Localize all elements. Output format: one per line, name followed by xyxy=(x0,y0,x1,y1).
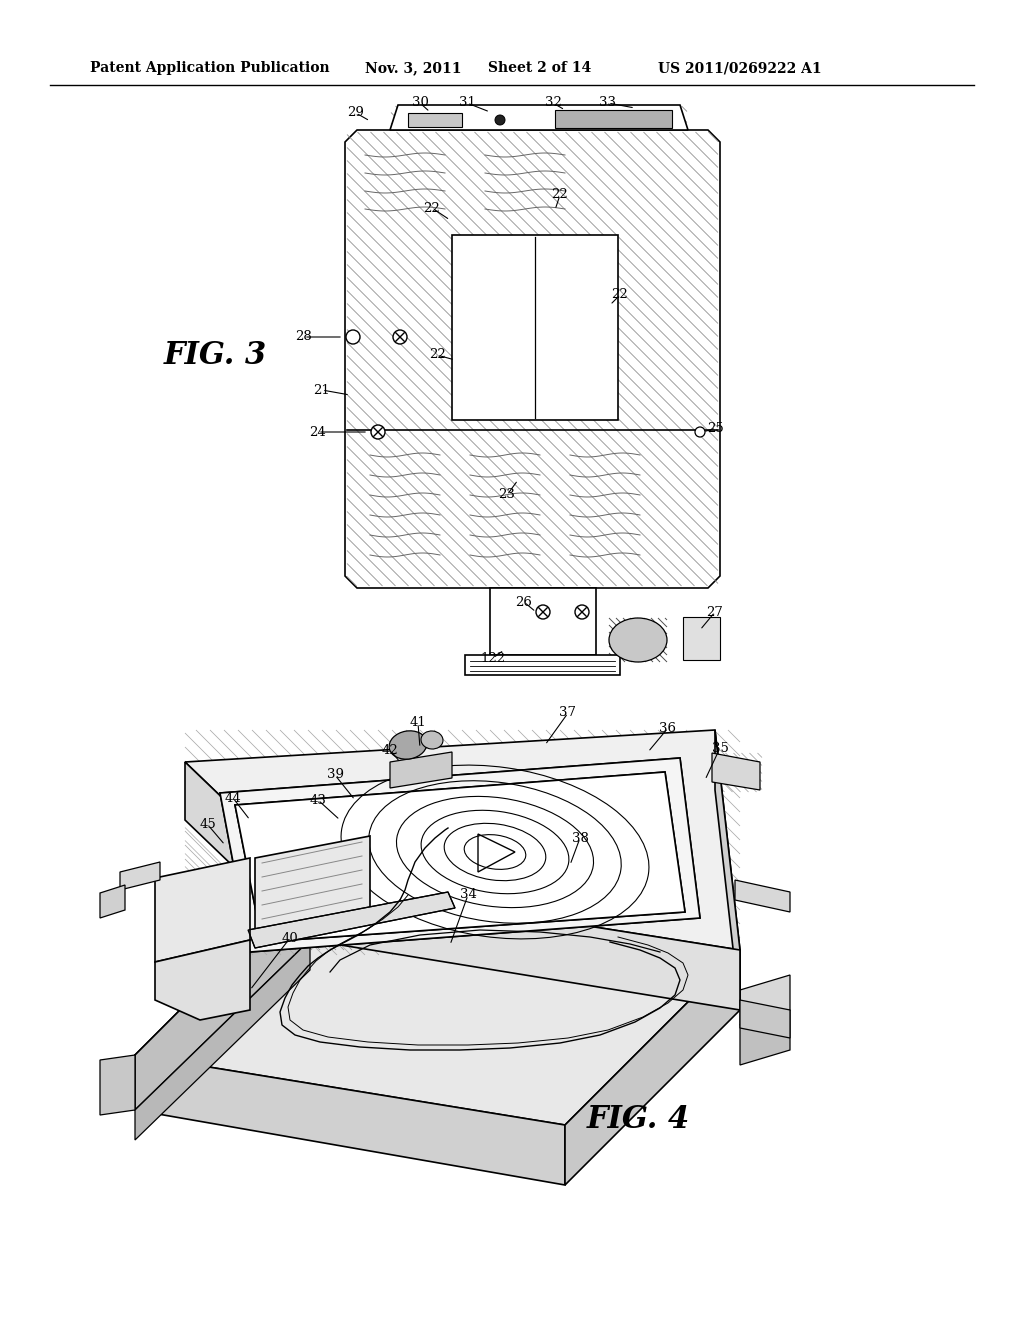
Text: 35: 35 xyxy=(712,742,728,755)
Text: 24: 24 xyxy=(309,425,327,438)
Polygon shape xyxy=(135,880,740,1125)
Text: Sheet 2 of 14: Sheet 2 of 14 xyxy=(488,61,591,75)
Polygon shape xyxy=(100,1055,135,1115)
Polygon shape xyxy=(345,129,720,587)
Ellipse shape xyxy=(421,731,443,748)
Polygon shape xyxy=(155,940,250,1020)
Polygon shape xyxy=(565,950,740,1185)
Polygon shape xyxy=(120,862,160,890)
Polygon shape xyxy=(465,655,620,675)
Text: 33: 33 xyxy=(599,96,616,110)
Text: 23: 23 xyxy=(499,488,515,502)
Text: 22: 22 xyxy=(611,289,629,301)
Polygon shape xyxy=(135,1055,565,1185)
Text: 22: 22 xyxy=(424,202,440,214)
Text: 29: 29 xyxy=(347,107,365,120)
Text: 42: 42 xyxy=(382,743,398,756)
Polygon shape xyxy=(490,587,596,655)
Text: 38: 38 xyxy=(571,832,589,845)
Polygon shape xyxy=(135,880,310,1110)
Circle shape xyxy=(346,330,360,345)
Circle shape xyxy=(393,330,407,345)
Polygon shape xyxy=(390,752,452,788)
Text: 31: 31 xyxy=(459,96,475,110)
Text: 45: 45 xyxy=(200,818,216,832)
Circle shape xyxy=(575,605,589,619)
Polygon shape xyxy=(220,758,700,952)
Text: FIG. 3: FIG. 3 xyxy=(164,339,266,371)
Text: 27: 27 xyxy=(707,606,723,619)
Text: 43: 43 xyxy=(309,793,327,807)
Text: US 2011/0269222 A1: US 2011/0269222 A1 xyxy=(658,61,821,75)
Circle shape xyxy=(495,115,505,125)
Polygon shape xyxy=(310,882,740,1010)
Text: 26: 26 xyxy=(515,595,532,609)
Polygon shape xyxy=(135,940,310,1140)
Text: Patent Application Publication: Patent Application Publication xyxy=(90,61,330,75)
Polygon shape xyxy=(234,772,685,942)
Polygon shape xyxy=(683,616,720,660)
Text: 40: 40 xyxy=(282,932,298,945)
Polygon shape xyxy=(408,114,462,127)
Polygon shape xyxy=(185,730,740,950)
Polygon shape xyxy=(248,892,455,948)
Polygon shape xyxy=(155,858,250,962)
Circle shape xyxy=(371,425,385,440)
Text: 30: 30 xyxy=(412,96,428,110)
Text: 22: 22 xyxy=(429,348,445,362)
Polygon shape xyxy=(555,110,672,128)
Ellipse shape xyxy=(389,731,427,759)
Text: 37: 37 xyxy=(559,706,577,719)
Polygon shape xyxy=(100,884,125,917)
Ellipse shape xyxy=(609,618,667,663)
Text: 28: 28 xyxy=(296,330,312,343)
Text: 21: 21 xyxy=(313,384,331,396)
Text: 22: 22 xyxy=(552,189,568,202)
Polygon shape xyxy=(452,235,618,420)
Polygon shape xyxy=(740,1010,790,1065)
Polygon shape xyxy=(234,772,685,942)
Polygon shape xyxy=(255,836,370,931)
Text: 32: 32 xyxy=(545,96,561,110)
Text: 122: 122 xyxy=(480,652,506,664)
Text: 44: 44 xyxy=(224,792,242,804)
Polygon shape xyxy=(740,1001,790,1038)
Polygon shape xyxy=(185,762,310,940)
Text: Nov. 3, 2011: Nov. 3, 2011 xyxy=(365,61,462,75)
Polygon shape xyxy=(735,880,790,912)
Polygon shape xyxy=(715,730,740,1010)
Text: 39: 39 xyxy=(327,768,343,781)
Polygon shape xyxy=(220,758,700,952)
Text: FIG. 4: FIG. 4 xyxy=(587,1105,689,1135)
Text: 25: 25 xyxy=(708,421,724,434)
Polygon shape xyxy=(390,106,688,129)
Circle shape xyxy=(536,605,550,619)
Text: 36: 36 xyxy=(659,722,677,734)
Text: 34: 34 xyxy=(460,888,476,902)
Text: 41: 41 xyxy=(410,717,426,730)
Polygon shape xyxy=(712,752,760,789)
Polygon shape xyxy=(740,975,790,1026)
Circle shape xyxy=(695,426,705,437)
